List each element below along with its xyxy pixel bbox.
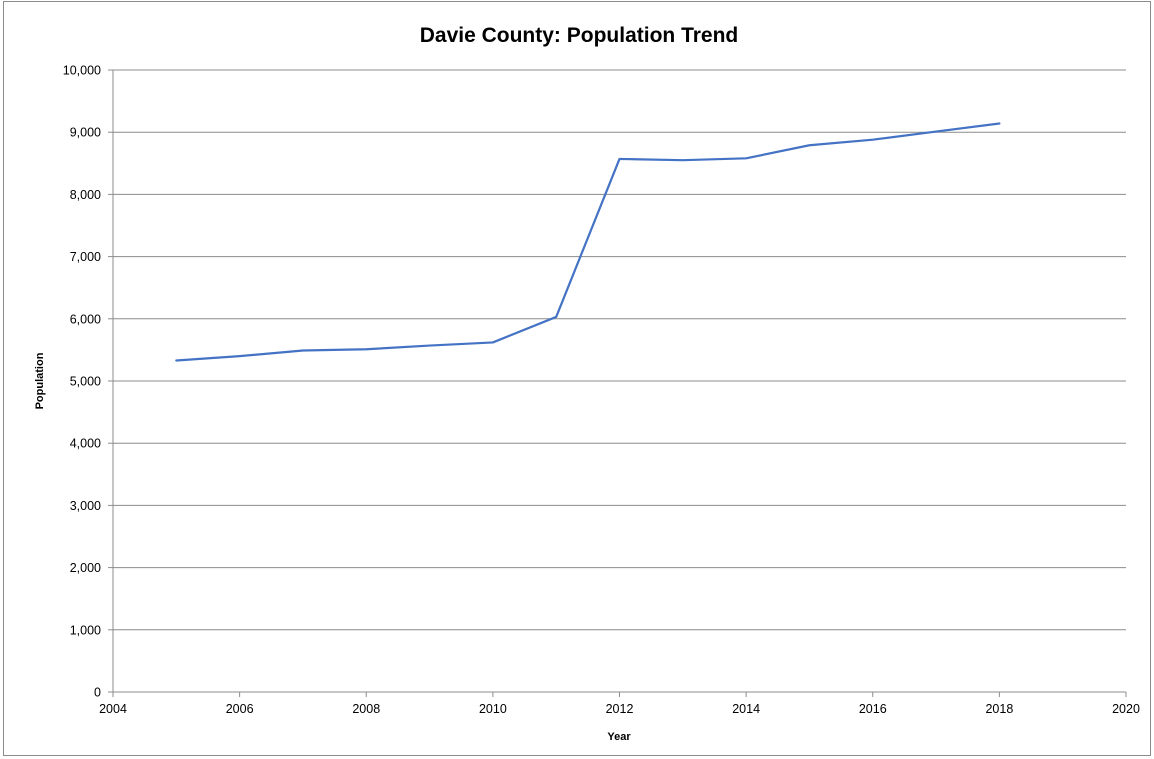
x-tick-label: 2016 [859,702,887,716]
x-tick-label: 2010 [479,702,507,716]
gridlines [113,69,1126,631]
series-line [175,122,1001,362]
y-tick-label: 7,000 [70,250,101,264]
y-tick-label: 2,000 [70,561,101,575]
y-tick-label: 8,000 [70,188,101,202]
x-tick-label: 2020 [1112,702,1140,716]
y-tick-label: 0 [94,686,101,700]
x-tick-label: 2012 [606,702,634,716]
x-tick-label: 2018 [985,702,1013,716]
y-tick-label: 5,000 [70,375,101,389]
y-tick-label: 9,000 [70,126,101,140]
y-tick-label: 3,000 [70,499,101,513]
chart-title: Davie County: Population Trend [420,24,739,47]
series-layer [175,122,1001,362]
axes [108,69,1127,697]
x-tick-label: 2004 [99,702,127,716]
line-chart: Davie County: Population Trend 0 1,000 2,0… [34,24,1140,743]
x-axis-title: Year [607,731,631,743]
y-tick-label: 4,000 [70,437,101,451]
x-tick-label: 2014 [732,702,760,716]
tick-labels: 0 1,000 2,000 3,000 4,000 5,000 6,000 7,000 8,00… [63,64,1140,717]
x-tick-label: 2006 [226,702,254,716]
x-tick-label: 2008 [352,702,380,716]
y-tick-label: 6,000 [70,312,101,326]
y-axis-title: Population [34,352,46,409]
y-tick-label: 10,000 [63,64,101,78]
chart-frame: Davie County: Population Trend 0 1,000 2,0… [3,1,1151,756]
y-tick-label: 1,000 [70,623,101,637]
